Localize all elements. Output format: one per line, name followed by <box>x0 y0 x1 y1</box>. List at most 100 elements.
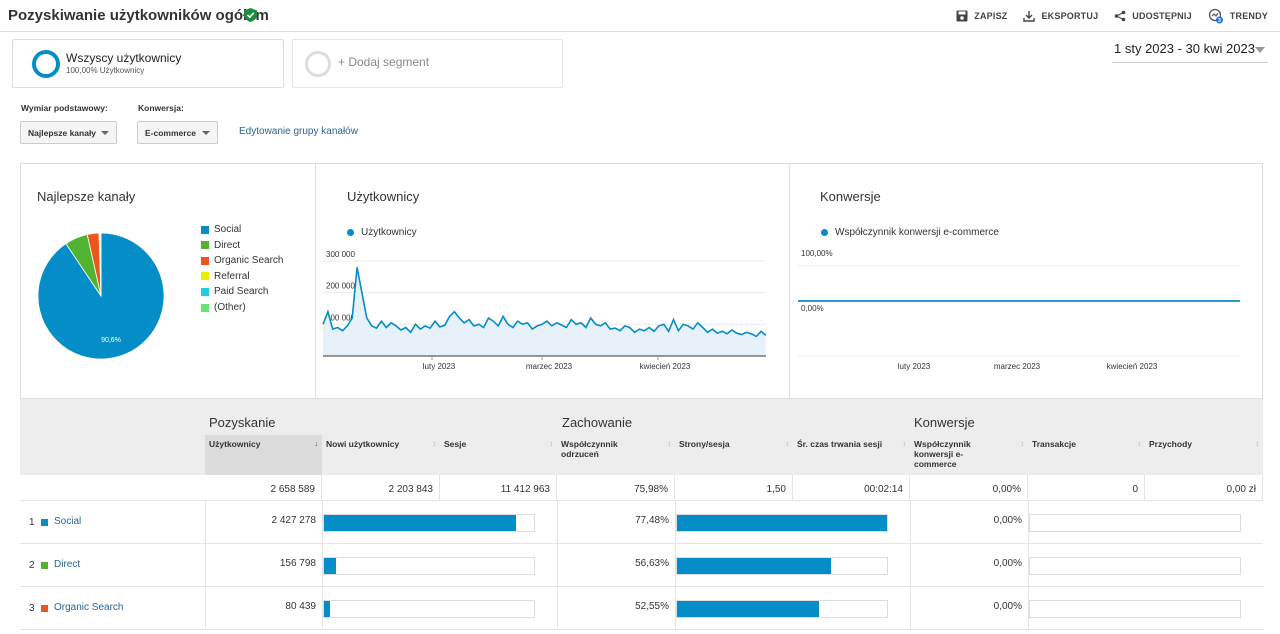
legend-swatch-icon <box>201 225 209 234</box>
cell-users-bar <box>322 501 557 544</box>
row-swatch-icon <box>41 519 48 526</box>
sort-desc-icon: ↓ <box>314 441 319 448</box>
col-pages-label: Strony/sesja <box>679 439 730 449</box>
share-button[interactable]: UDOSTĘPNIJ <box>1114 10 1192 22</box>
date-underline <box>1112 62 1268 63</box>
cell-bounce-bar <box>675 501 910 544</box>
channel-link[interactable]: Organic Search <box>54 602 124 613</box>
group-behavior: Zachowanie <box>562 415 633 430</box>
col-sessions[interactable]: Sesje ↕ <box>440 435 557 475</box>
legend-item: Social <box>201 224 241 235</box>
cell-conv-rate: 0,00% <box>910 501 1028 544</box>
add-segment-button[interactable]: + Dodaj segment <box>292 39 563 88</box>
total-transactions: 0 <box>1028 475 1145 500</box>
y-tick-label: 200 000 <box>326 282 355 291</box>
channels-pie-chart: 90,6% <box>37 232 165 360</box>
edit-channel-group-link[interactable]: Edytowanie grupy kanałów <box>239 126 358 137</box>
sort-icon: ↕ <box>902 441 907 448</box>
legend-swatch-icon <box>201 256 209 265</box>
x-tick-label: marzec 2023 <box>994 362 1041 371</box>
total-new-users: 2 203 843 <box>322 475 440 500</box>
users-area-chart: 100 000 200 000 300 000 luty 2023 marzec 202… <box>322 250 767 371</box>
divider <box>789 164 790 398</box>
charts-panel: Najlepsze kanały 90,6% Social Direct Organ… <box>20 163 1263 399</box>
cell-users-bar <box>322 587 557 630</box>
channel-link[interactable]: Direct <box>54 559 81 570</box>
col-sessions-label: Sesje <box>444 439 467 449</box>
col-bounce[interactable]: Współczynnik odrzuceń ↕ <box>557 435 675 475</box>
cell-conv-rate: 0,00% <box>910 587 1028 630</box>
users-series-name: Użytkownicy <box>361 227 417 238</box>
conversion-value: E-commerce <box>145 128 197 138</box>
page-title: Pozyskiwanie użytkowników ogółem <box>8 7 269 24</box>
legend-swatch-icon <box>201 272 209 281</box>
caret-down-icon <box>202 131 210 135</box>
bar-track <box>323 557 535 575</box>
row-swatch-icon <box>41 562 48 569</box>
conversions-title: Konwersje <box>820 189 881 204</box>
trends-label: TRENDY <box>1229 11 1268 21</box>
empty-segment-ring-icon <box>305 51 331 77</box>
col-conv-rate[interactable]: Współczynnik konwersji e-commerce ↕ <box>910 435 1028 475</box>
conversion-dropdown[interactable]: E-commerce <box>137 121 218 144</box>
x-tick-label: marzec 2023 <box>526 362 573 371</box>
share-label: UDOSTĘPNIJ <box>1132 11 1192 21</box>
col-pages[interactable]: Strony/sesja ↕ <box>675 435 793 475</box>
cell-conv-bar <box>1028 544 1263 587</box>
total-pages: 1,50 <box>675 475 793 500</box>
legend-label: Paid Search <box>214 286 269 298</box>
col-users[interactable]: Użytkownicy ↓ <box>205 435 322 475</box>
legend-swatch-icon <box>201 241 209 250</box>
cell-conv-bar <box>1028 587 1263 630</box>
table-row-border <box>20 629 1263 630</box>
table-row: 1 Social 2 427 278 77,48% 0,00% <box>20 500 1263 544</box>
segment-all-users[interactable]: Wszyscy użytkownicy 100,00% Użytkownicy <box>12 39 284 88</box>
bounce-bar-fill <box>677 601 820 617</box>
legend-item: (Other) <box>201 302 246 313</box>
legend-item: Referral <box>201 271 250 282</box>
conversions-panel: Konwersje Współczynnik konwersji e-comme… <box>790 164 1262 398</box>
export-button[interactable]: EKSPORTUJ <box>1023 10 1098 22</box>
y-tick-label: 0,00% <box>801 304 824 313</box>
legend-item: Direct <box>201 240 240 251</box>
y-tick-label: 100 000 <box>326 313 355 322</box>
legend-label: Organic Search <box>214 255 284 267</box>
bar-track <box>1029 557 1241 575</box>
primary-dimension-dropdown[interactable]: Najlepsze kanały <box>20 121 117 144</box>
y-tick-label: 100,00% <box>801 249 833 258</box>
cell-bounce: 77,48% <box>557 501 675 544</box>
col-conv-rate-label: Współczynnik konwersji e-commerce <box>914 439 971 469</box>
sort-icon: ↕ <box>549 441 554 448</box>
sort-icon: ↕ <box>1020 441 1025 448</box>
col-new-users[interactable]: Nowi użytkownicy ↕ <box>322 435 440 475</box>
col-revenue[interactable]: Przychody ↕ <box>1145 435 1263 475</box>
col-users-label: Użytkownicy <box>209 439 261 449</box>
total-conv-rate: 0,00% <box>910 475 1028 500</box>
total-revenue: 0,00 zł <box>1145 475 1263 500</box>
sort-icon: ↕ <box>432 441 437 448</box>
cell-users: 80 439 <box>205 587 322 630</box>
col-transactions[interactable]: Transakcje ↕ <box>1028 435 1145 475</box>
pie-slice-label: 90,6% <box>101 337 121 344</box>
total-sessions: 11 412 963 <box>440 475 557 500</box>
col-revenue-label: Przychody <box>1149 439 1192 449</box>
sort-icon: ↕ <box>1137 441 1142 448</box>
save-button[interactable]: ZAPISZ <box>956 10 1007 22</box>
sort-icon: ↕ <box>667 441 672 448</box>
legend-label: Social <box>214 224 242 235</box>
cell-conv-rate: 0,00% <box>910 544 1028 587</box>
trends-button[interactable]: 3 TRENDY <box>1208 8 1268 24</box>
row-number: 1 <box>29 517 35 528</box>
channel-link[interactable]: Social <box>54 516 82 527</box>
table-row: 3 Organic Search 80 439 52,55% 0,00% <box>20 586 1263 630</box>
segment-ring-icon <box>32 50 60 78</box>
date-range-picker[interactable]: 1 sty 2023 - 30 kwi 2023 <box>1114 41 1255 56</box>
chevron-down-icon[interactable] <box>1255 47 1265 53</box>
bar-track <box>1029 600 1241 618</box>
channels-panel: Najlepsze kanały 90,6% Social Direct Organ… <box>21 164 315 398</box>
cell-bounce-bar <box>675 587 910 630</box>
col-duration[interactable]: Śr. czas trwania sesji ↕ <box>793 435 910 475</box>
bar-track <box>676 557 888 575</box>
legend-label: (Other) <box>214 302 246 313</box>
legend-item: Organic Search <box>201 255 283 266</box>
